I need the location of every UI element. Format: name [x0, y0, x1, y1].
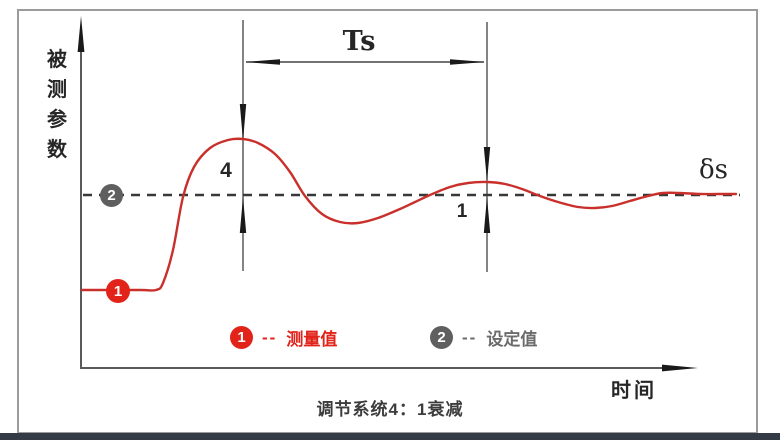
ts-right-arrow-icon — [450, 59, 485, 65]
legend-measured: 1 -- 测量值 — [230, 325, 337, 350]
peak1-up-arrow-icon — [239, 197, 247, 233]
y-axis-char: 被 — [47, 49, 67, 71]
figure-caption: 调节系统4：1衰减 — [316, 400, 464, 419]
tolerance-band-label: δs — [699, 155, 728, 185]
legend-measured-label: 测量值 — [286, 330, 338, 349]
y-axis-char: 测 — [47, 79, 67, 101]
x-axis-arrow-icon — [662, 364, 698, 372]
setpoint-badge: 2 — [100, 184, 123, 207]
outer-frame — [17, 9, 758, 434]
x-axis-label: 时间 — [611, 380, 657, 402]
legend-setpoint-label: 设定值 — [486, 330, 538, 349]
legend-measured-dash: -- — [262, 327, 278, 347]
ts-left-arrow-icon — [245, 59, 280, 65]
legend-setpoint-dash: -- — [462, 327, 478, 347]
peak2-down-arrow-icon — [483, 147, 491, 181]
peak1-down-arrow-icon — [239, 104, 247, 141]
y-axis-arrow-icon — [77, 16, 85, 52]
legend-setpoint-badge: 2 — [430, 326, 453, 349]
second-overshoot-label: 1 — [456, 201, 468, 222]
first-overshoot-label: 4 — [220, 159, 232, 182]
y-axis-label: 被 测 参 数 — [47, 50, 67, 160]
y-axis-char: 参 — [47, 109, 67, 131]
legend-setpoint: 2 -- 设定值 — [430, 325, 537, 350]
settling-time-label: Ts — [342, 26, 376, 57]
peak2-up-arrow-icon — [483, 197, 491, 233]
legend-measured-badge: 1 — [230, 326, 253, 349]
measured-curve-badge: 1 — [106, 279, 130, 303]
measured-value-curve — [80, 137, 738, 292]
y-axis-char: 数 — [47, 139, 67, 161]
bottom-edge-bar — [0, 433, 780, 440]
